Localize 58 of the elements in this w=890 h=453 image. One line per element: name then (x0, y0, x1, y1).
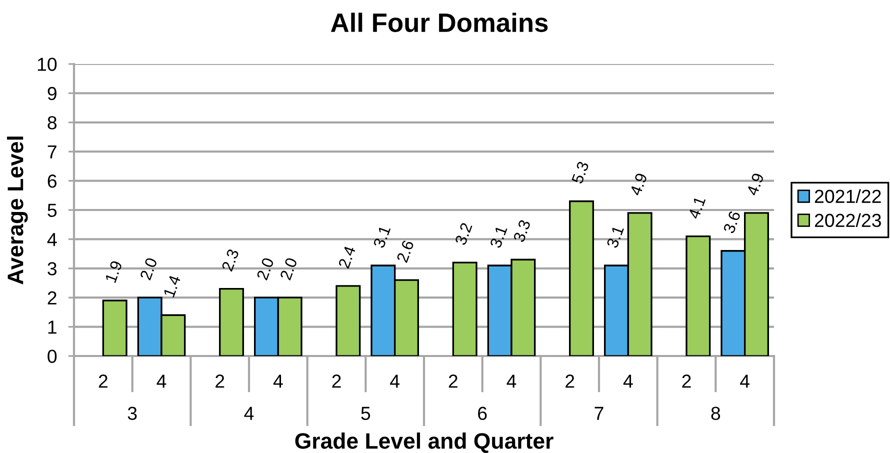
data-label: 3.1 (372, 225, 391, 249)
x-tick-label: 2 (682, 374, 691, 388)
x-tick-label: 2 (332, 374, 341, 388)
data-label: 3.3 (512, 219, 531, 243)
x-tick-label: 4 (156, 374, 166, 388)
x-tick-label: 4 (623, 374, 633, 388)
x-tick-label: 4 (273, 374, 283, 388)
y-tick-label: 8 (48, 116, 57, 130)
x-tick-label: 4 (506, 374, 516, 388)
legend-label: 2022/23 (814, 213, 881, 228)
y-tick-label: 2 (48, 291, 56, 304)
data-label: 2.4 (338, 245, 356, 269)
y-tick-label: 4 (47, 233, 57, 246)
y-tick-label: 1 (48, 320, 56, 334)
x-axis-title: Grade Level and Quarter (295, 432, 554, 453)
text: 8 (711, 406, 720, 420)
data-label: 3.1 (490, 225, 508, 249)
y-tick-label: 3 (48, 262, 57, 276)
x-tick-label: 4 (390, 374, 400, 388)
data-label: 3.1 (606, 225, 624, 249)
data-label: 3.6 (722, 210, 741, 234)
legend-label: 2021/22 (814, 189, 881, 204)
data-label: 1.9 (104, 260, 122, 284)
text: 4 (244, 406, 254, 420)
data-label: 1.4 (163, 274, 181, 298)
data-label: 2.0 (140, 257, 158, 280)
y-tick-label: 0 (48, 350, 57, 363)
data-label: 2.0 (256, 257, 274, 280)
y-tick-label: 9 (48, 86, 56, 100)
bar (569, 200, 594, 356)
text: 5 (361, 406, 370, 420)
data-label: 4.9 (630, 172, 648, 196)
x-tick-label: 2 (216, 374, 224, 388)
x-tick-label: 2 (566, 374, 574, 388)
bar (686, 235, 711, 356)
data-label: 5.3 (571, 160, 590, 184)
y-tick-label: 6 (48, 174, 57, 188)
text: 6 (478, 406, 487, 420)
data-label: 2.0 (280, 257, 298, 280)
x-tick-label: 2 (98, 374, 108, 388)
data-label: 4.9 (746, 172, 764, 196)
bar (219, 288, 244, 356)
chart-title: All Four Domains (330, 12, 548, 32)
x-tick-label: 4 (740, 374, 750, 388)
data-label: 2.6 (396, 240, 414, 263)
y-tick-label: 5 (48, 204, 57, 217)
x-tick-label: 2 (448, 374, 458, 388)
bar (102, 300, 128, 356)
data-label: 4.1 (688, 196, 706, 220)
text: 7 (594, 406, 604, 420)
y-axis-title: Average Level (6, 136, 28, 284)
data-label: 2.3 (221, 248, 240, 272)
text: 3 (128, 406, 137, 420)
y-tick-label: 7 (48, 145, 56, 158)
data-label: 3.2 (454, 222, 472, 246)
y-tick-label: 10 (38, 58, 57, 71)
bar (336, 285, 361, 356)
bar (452, 262, 478, 356)
